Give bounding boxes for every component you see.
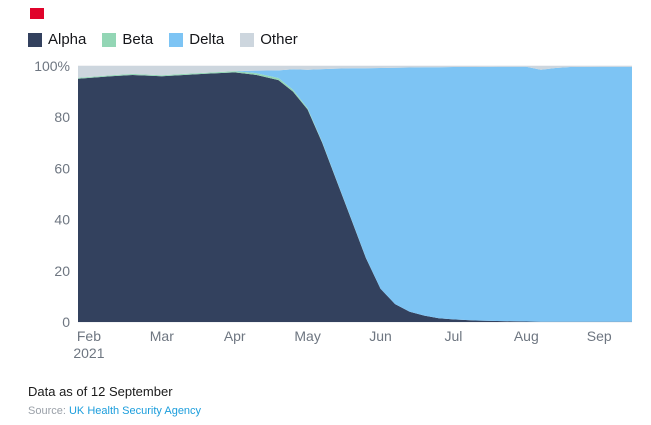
y-tick-label: 60 — [54, 160, 70, 176]
y-tick-label: 80 — [54, 109, 70, 125]
area-other — [78, 66, 632, 78]
x-tick-label: Aug — [514, 328, 539, 344]
x-tick-label: Feb — [77, 328, 101, 344]
legend-swatch-other — [240, 32, 255, 47]
legend-label-beta: Beta — [122, 31, 154, 48]
brand-red-block — [30, 8, 44, 19]
x-tick-sublabel: 2021 — [73, 345, 104, 361]
y-tick-label: 100% — [34, 58, 70, 74]
legend-item-beta: Beta — [102, 31, 153, 48]
y-tick-label: 0 — [62, 314, 70, 330]
y-tick-label: 20 — [54, 263, 70, 279]
area-alpha — [78, 72, 632, 323]
area-delta — [78, 66, 632, 322]
legend-label-other: Other — [260, 31, 298, 48]
y-tick-label: 40 — [54, 212, 70, 228]
legend-item-delta: Delta — [169, 31, 224, 48]
legend: Alpha Beta Delta Other — [28, 31, 298, 48]
legend-swatch-delta — [169, 32, 184, 47]
x-tick-label: Apr — [224, 328, 246, 344]
source-line: Source: UK Health Security Agency — [28, 405, 201, 417]
source-link[interactable]: UK Health Security Agency — [68, 405, 202, 417]
legend-label-alpha: Alpha — [48, 31, 87, 48]
data-as-of-note: Data as of 12 September — [28, 384, 173, 399]
source-label: Source: — [28, 405, 66, 417]
x-tick-label: May — [294, 328, 320, 344]
x-tick-label: Mar — [150, 328, 174, 344]
legend-item-other: Other — [240, 31, 298, 48]
legend-item-alpha: Alpha — [28, 31, 86, 48]
x-tick-label: Sep — [587, 328, 612, 344]
legend-label-delta: Delta — [189, 31, 225, 48]
legend-swatch-beta — [102, 32, 117, 47]
x-tick-label: Jun — [369, 328, 392, 344]
legend-swatch-alpha — [28, 32, 42, 47]
x-tick-label: Jul — [444, 328, 462, 344]
